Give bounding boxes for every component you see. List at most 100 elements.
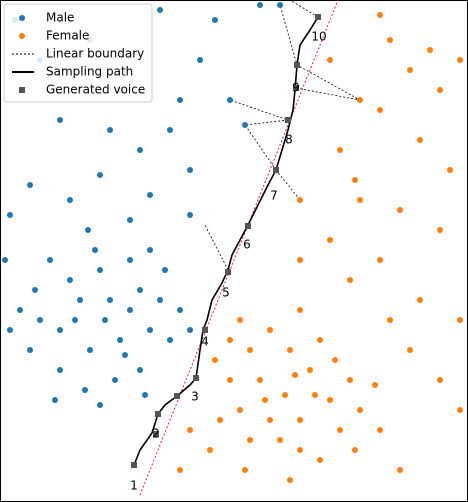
point: [227, 377, 233, 383]
point: [117, 337, 123, 343]
point: [457, 57, 463, 63]
point: [72, 317, 78, 323]
point: [247, 437, 253, 443]
step-label: 7: [270, 189, 278, 203]
point: [127, 307, 133, 313]
point: [357, 197, 363, 203]
point: [447, 167, 453, 173]
point: [417, 137, 423, 143]
legend-label: Sampling path: [46, 65, 133, 79]
point: [87, 347, 93, 353]
step-label: 1: [130, 479, 138, 493]
legend-label: Generated voice: [46, 83, 145, 97]
link: [275, 169, 301, 201]
neighbor-links: [204, 0, 361, 271]
point: [107, 127, 113, 133]
point: [312, 392, 318, 398]
point: [282, 392, 288, 398]
point: [457, 407, 463, 413]
generated-voice: [293, 85, 299, 91]
point: [112, 377, 118, 383]
generated-voice: [174, 393, 180, 399]
legend-label: Male: [46, 11, 74, 25]
point: [217, 417, 223, 423]
point: [437, 227, 443, 233]
point: [277, 437, 283, 443]
point: [57, 117, 63, 123]
point: [297, 197, 303, 203]
point: [127, 257, 133, 263]
legend-marker: [19, 87, 25, 93]
point: [387, 317, 393, 323]
point: [7, 212, 13, 218]
point: [187, 327, 193, 333]
point: [262, 397, 268, 403]
step-label: 6: [243, 238, 251, 252]
point: [297, 257, 303, 263]
step-label: 4: [201, 335, 209, 349]
point: [32, 287, 38, 293]
point: [57, 367, 63, 373]
point: [287, 347, 293, 353]
point: [85, 227, 91, 233]
point: [97, 402, 103, 408]
point: [337, 147, 343, 153]
point: [102, 317, 108, 323]
legend-box: [3, 3, 153, 103]
point: [377, 257, 383, 263]
step-label: 3: [191, 390, 199, 404]
point: [52, 397, 58, 403]
point: [37, 317, 43, 323]
legend-label: Female: [46, 29, 89, 43]
point: [157, 7, 163, 13]
step-label: 5: [222, 286, 230, 300]
point: [47, 257, 53, 263]
point: [457, 317, 463, 323]
point: [212, 17, 218, 23]
generated-voice: [245, 223, 251, 229]
point: [67, 197, 73, 203]
point: [122, 352, 128, 358]
point: [397, 467, 403, 473]
point: [347, 277, 353, 283]
point: [27, 182, 33, 188]
point: [352, 447, 358, 453]
point: [437, 377, 443, 383]
generated-voice: [153, 431, 159, 437]
point: [317, 457, 323, 463]
point: [357, 97, 363, 103]
point: [107, 297, 113, 303]
point: [237, 317, 243, 323]
point: [287, 477, 293, 483]
link: [229, 99, 289, 171]
point: [327, 237, 333, 243]
point: [237, 407, 243, 413]
point: [307, 367, 313, 373]
generated-voice: [225, 269, 231, 275]
point: [377, 107, 383, 113]
point: [92, 247, 98, 253]
point: [82, 387, 88, 393]
point: [137, 367, 143, 373]
point: [357, 407, 363, 413]
point: [147, 327, 153, 333]
point: [147, 247, 153, 253]
point: [67, 277, 73, 283]
point: [327, 57, 333, 63]
point: [352, 177, 358, 183]
point: [242, 122, 248, 128]
point: [347, 377, 353, 383]
sampling-path: [133, 16, 319, 466]
point: [337, 427, 343, 433]
point: [77, 297, 83, 303]
point: [97, 267, 103, 273]
point: [187, 212, 193, 218]
point: [407, 347, 413, 353]
generated-voice: [131, 462, 137, 468]
generated-voice: [285, 117, 291, 123]
point: [187, 427, 193, 433]
point: [372, 382, 378, 388]
generated-voice: [273, 167, 279, 173]
point: [297, 307, 303, 313]
